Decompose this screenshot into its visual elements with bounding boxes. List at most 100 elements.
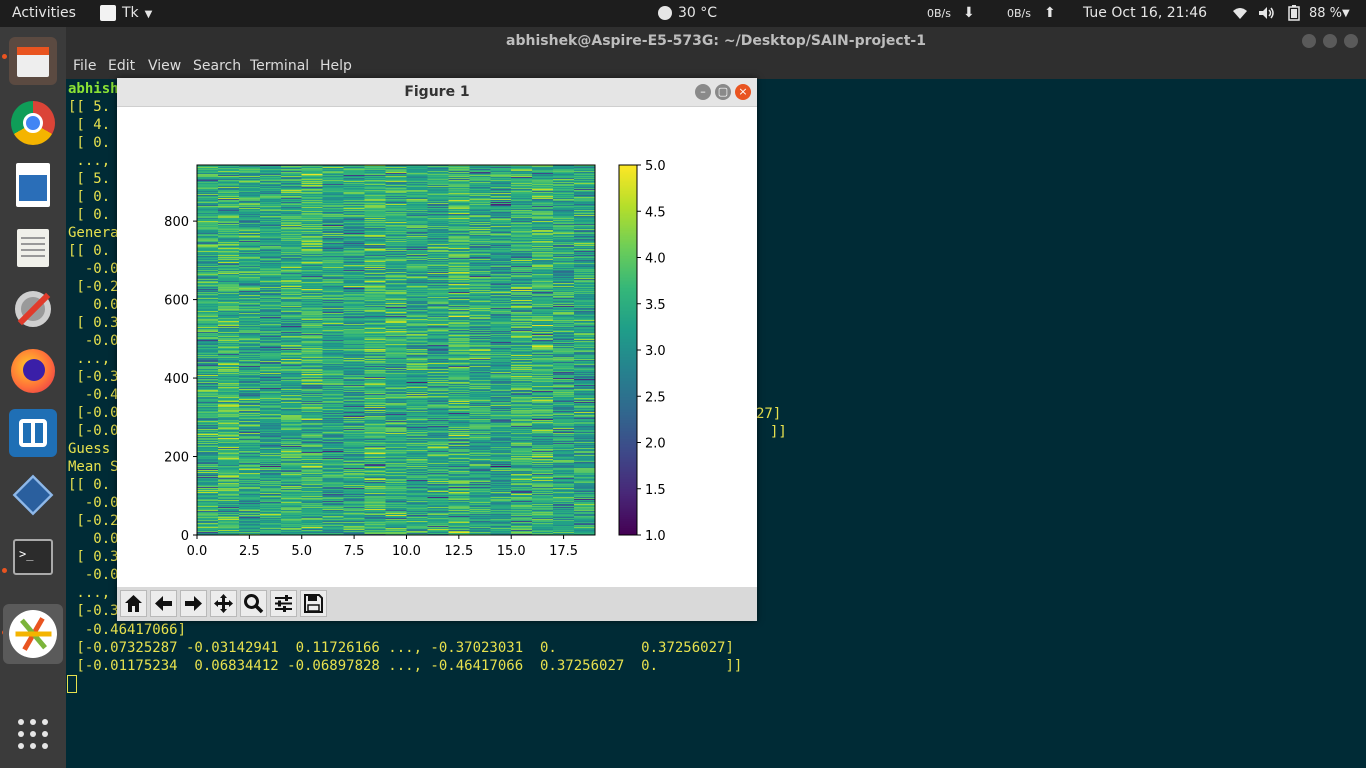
menu-view[interactable]: View — [148, 58, 182, 74]
terminal-line: -0.0 — [68, 333, 119, 349]
terminal-cursor — [67, 675, 77, 693]
system-menu-chevron-icon[interactable]: ▼ — [1342, 8, 1350, 19]
terminal-maximize-icon[interactable] — [1323, 34, 1337, 48]
colorbar-tick-label: 1.5 — [645, 483, 666, 498]
zoom-magnifier-icon[interactable] — [240, 590, 267, 617]
terminal-line: [-0.0 — [68, 423, 119, 439]
terminal-line: ..., — [68, 351, 111, 367]
figure-maximize-icon[interactable]: ▢ — [715, 84, 731, 100]
clock[interactable]: Tue Oct 16, 21:46 — [1083, 5, 1208, 21]
terminal-line: -0.4 — [68, 387, 119, 403]
files-icon[interactable] — [9, 37, 57, 85]
weather-indicator[interactable]: 30 °C — [658, 0, 717, 27]
terminal-line: -0.46417066] — [68, 622, 187, 638]
colorbar — [619, 165, 637, 535]
terminal-titlebar[interactable]: abhishek@Aspire-E5-573G: ~/Desktop/SAIN-… — [66, 27, 1366, 55]
y-tick-label: 200 — [164, 451, 189, 466]
terminal-line: Genera — [68, 225, 119, 241]
menu-help[interactable]: Help — [320, 58, 352, 74]
wifi-icon[interactable] — [1232, 0, 1248, 27]
libreoffice-writer-icon[interactable] — [9, 161, 57, 209]
terminal-fragment: ]] — [770, 424, 787, 440]
app-menu-label: Tk — [122, 5, 139, 21]
terminal-line: [ 4. — [68, 117, 111, 133]
forward-arrow-icon[interactable] — [180, 590, 207, 617]
colorbar-tick-label: 1.0 — [645, 529, 666, 544]
save-floppy-icon[interactable] — [300, 590, 327, 617]
menu-edit[interactable]: Edit — [108, 58, 136, 74]
figure-minimize-icon[interactable]: – — [695, 84, 711, 100]
terminal-line: [-0.3 — [68, 603, 119, 619]
terminal-line: [-0.01175234 0.06834412 -0.06897828 ...,… — [68, 658, 743, 674]
virtualbox-icon[interactable] — [9, 471, 57, 519]
figure-toolbar — [117, 587, 757, 621]
heatmap-cells — [197, 165, 595, 535]
back-arrow-icon[interactable] — [150, 590, 177, 617]
chrome-icon[interactable] — [9, 99, 57, 147]
y-tick-label: 400 — [164, 372, 189, 387]
running-indicator — [2, 54, 7, 59]
terminal-close-icon[interactable] — [1344, 34, 1358, 48]
terminal-line: Mean S — [68, 459, 119, 475]
colorbar-tick-label: 2.5 — [645, 390, 666, 405]
terminal-line: ..., — [68, 153, 111, 169]
terminal-line: [ 0. — [68, 135, 111, 151]
figure-close-icon[interactable]: × — [735, 84, 751, 100]
x-tick-label: 5.0 — [291, 544, 312, 559]
show-applications-icon[interactable] — [17, 718, 49, 750]
activities-button[interactable]: Activities — [12, 5, 76, 21]
y-tick-label: 0 — [181, 529, 189, 544]
terminal-prompt: abhish — [68, 81, 119, 97]
x-tick-label: 12.5 — [444, 544, 473, 559]
terminal-line: 0.0 — [68, 531, 119, 547]
terminal-line: Guess — [68, 441, 111, 457]
figure-window[interactable]: Figure 1 – ▢ × 0.0 2.5 5.0 7.5 10.0 12.5 15.0 1… — [117, 78, 757, 621]
terminal-line: [ 0.3 — [68, 315, 119, 331]
terminal-line: [ 0. — [68, 207, 111, 223]
figure-title: Figure 1 — [404, 84, 470, 100]
x-tick-label: 15.0 — [497, 544, 526, 559]
colorbar-tick-label: 3.5 — [645, 298, 666, 313]
terminal-title: abhishek@Aspire-E5-573G: ~/Desktop/SAIN-… — [506, 33, 926, 49]
colorbar-tick-label: 2.0 — [645, 437, 666, 452]
terminal-line: -0.0 — [68, 567, 119, 583]
app-grid-tool-icon[interactable] — [9, 409, 57, 457]
terminal-icon[interactable]: >_ — [9, 533, 57, 581]
y-tick-label: 800 — [164, 215, 189, 230]
heatmap-chart[interactable]: 0.0 2.5 5.0 7.5 10.0 12.5 15.0 17.5 0 200 400 600 80… — [117, 107, 757, 587]
colorbar-tick-label: 3.0 — [645, 344, 666, 359]
terminal-line: [ 0.3 — [68, 549, 119, 565]
home-icon[interactable] — [120, 590, 147, 617]
x-tick-label: 2.5 — [239, 544, 260, 559]
plot-frame — [196, 164, 596, 536]
y-tick-label: 600 — [164, 294, 189, 309]
volume-icon[interactable] — [1258, 0, 1276, 27]
colorbar-tick-label: 4.5 — [645, 205, 666, 220]
pan-move-icon[interactable] — [210, 590, 237, 617]
terminal-line: [[ 0. — [68, 477, 111, 493]
battery-icon[interactable] — [1288, 0, 1300, 27]
menu-terminal[interactable]: Terminal — [250, 58, 310, 74]
x-tick-label: 17.5 — [549, 544, 578, 559]
weather-text: 30 °C — [678, 5, 718, 21]
running-indicator — [2, 568, 7, 573]
terminal-line: [[ 0. — [68, 243, 111, 259]
tk-app-icon[interactable] — [3, 604, 63, 664]
menu-search[interactable]: Search — [193, 58, 242, 74]
figure-titlebar[interactable]: Figure 1 — [117, 78, 757, 107]
firefox-icon[interactable] — [9, 347, 57, 395]
terminal-line: [-0.3 — [68, 369, 119, 385]
text-editor-icon[interactable] — [9, 223, 57, 271]
terminal-line: ..., — [68, 585, 111, 601]
terminal-line: [-0.07325287 -0.03142941 0.11726166 ...,… — [68, 640, 734, 656]
colorbar-tick-label: 4.0 — [645, 252, 666, 267]
terminal-line: [ 5. — [68, 171, 111, 187]
configure-subplots-icon[interactable] — [270, 590, 297, 617]
terminal-line: 0.0 — [68, 297, 119, 313]
terminal-minimize-icon[interactable] — [1302, 34, 1316, 48]
menu-file[interactable]: File — [73, 58, 97, 74]
system-settings-icon[interactable] — [9, 285, 57, 333]
x-tick-label: 0.0 — [187, 544, 208, 559]
app-menu[interactable]: Tk ▼ — [100, 0, 152, 27]
colorbar-tick-label: 5.0 — [645, 159, 666, 174]
